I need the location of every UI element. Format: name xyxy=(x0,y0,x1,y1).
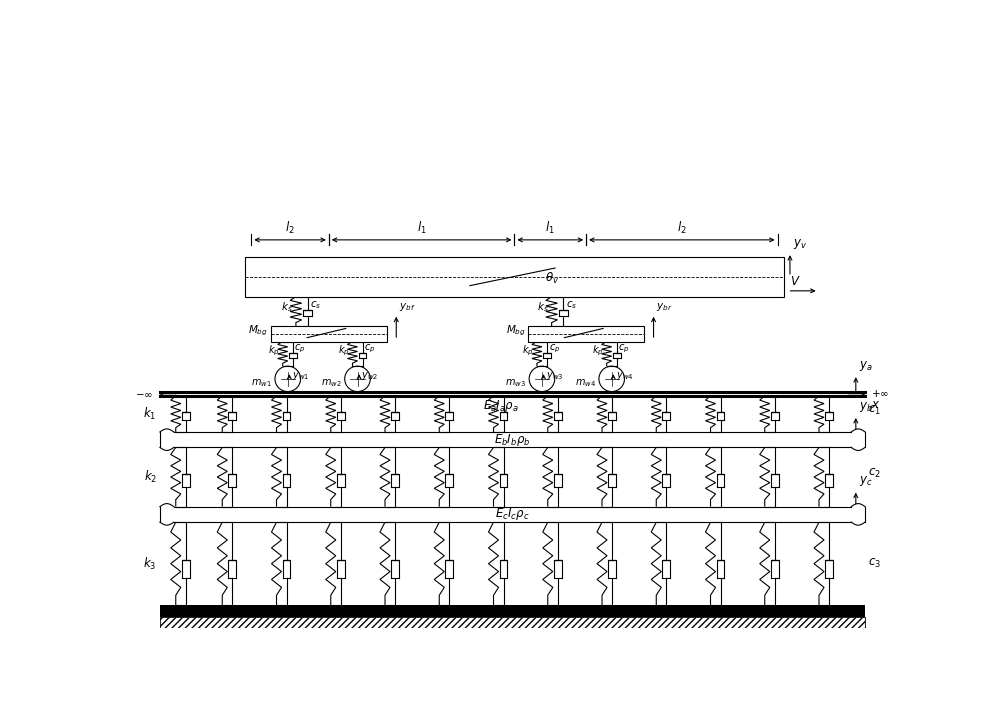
Text: $y_{w2}$: $y_{w2}$ xyxy=(361,370,379,382)
Text: $M_{bg}$: $M_{bg}$ xyxy=(248,323,268,337)
Text: $+\infty$: $+\infty$ xyxy=(871,388,890,399)
Text: $c_1$: $c_1$ xyxy=(868,404,881,417)
Text: $k_p$: $k_p$ xyxy=(338,344,349,358)
Text: $y_a$: $y_a$ xyxy=(859,359,873,373)
Text: $c_3$: $c_3$ xyxy=(868,557,881,570)
Text: $y_{w1}$: $y_{w1}$ xyxy=(292,370,309,382)
Text: $c_p$: $c_p$ xyxy=(549,343,560,355)
Text: $c_s$: $c_s$ xyxy=(310,299,321,311)
Text: $c_2$: $c_2$ xyxy=(868,467,881,480)
Text: $l_1$: $l_1$ xyxy=(545,220,555,236)
Text: $m_{w3}$: $m_{w3}$ xyxy=(505,377,526,388)
Text: $l_2$: $l_2$ xyxy=(677,220,687,236)
Text: $E_c I_c \rho_c$: $E_c I_c \rho_c$ xyxy=(495,506,530,522)
Text: $k_s$: $k_s$ xyxy=(281,300,293,313)
Text: $y_v$: $y_v$ xyxy=(793,237,807,251)
Text: $y_b$: $y_b$ xyxy=(859,400,873,414)
Text: $y_c$: $y_c$ xyxy=(859,474,873,489)
Text: $k_s$: $k_s$ xyxy=(537,300,549,313)
Text: $k_2$: $k_2$ xyxy=(144,469,157,485)
Text: $y_{bf}$: $y_{bf}$ xyxy=(399,301,415,313)
Bar xyxy=(160,605,865,617)
Text: $l_1$: $l_1$ xyxy=(417,220,427,236)
Text: $k_p$: $k_p$ xyxy=(268,344,280,358)
Text: $y_{w4}$: $y_{w4}$ xyxy=(616,370,633,382)
Text: $-\infty$: $-\infty$ xyxy=(135,389,154,399)
Text: $k_p$: $k_p$ xyxy=(522,344,534,358)
Text: $m_{w1}$: $m_{w1}$ xyxy=(251,377,272,388)
Text: $y_{w3}$: $y_{w3}$ xyxy=(546,370,563,382)
Bar xyxy=(160,617,865,632)
Text: $m_{w2}$: $m_{w2}$ xyxy=(321,377,342,388)
Text: $x$: $x$ xyxy=(871,398,881,411)
Text: $k_p$: $k_p$ xyxy=(592,344,604,358)
Bar xyxy=(528,326,644,342)
Text: $m_{w4}$: $m_{w4}$ xyxy=(575,377,596,388)
Text: $M_{bg}$: $M_{bg}$ xyxy=(506,323,526,337)
Text: $\theta_{br}$: $\theta_{br}$ xyxy=(598,327,614,341)
Bar xyxy=(245,257,784,297)
Text: $\theta_{bf}$: $\theta_{bf}$ xyxy=(340,327,357,341)
Text: $V$: $V$ xyxy=(790,275,801,288)
Text: $k_3$: $k_3$ xyxy=(143,556,157,572)
Text: $k_1$: $k_1$ xyxy=(143,406,157,422)
Text: $c_p$: $c_p$ xyxy=(364,343,375,355)
Text: $E_b I_b \rho_b$: $E_b I_b \rho_b$ xyxy=(494,431,531,448)
Text: $c_s$: $c_s$ xyxy=(566,299,577,311)
Bar xyxy=(271,326,387,342)
Text: $c_p$: $c_p$ xyxy=(294,343,306,355)
Text: $y_{br}$: $y_{br}$ xyxy=(656,301,672,313)
Text: $E_a I_a \rho_a$: $E_a I_a \rho_a$ xyxy=(483,398,519,414)
Text: $c_p$: $c_p$ xyxy=(618,343,630,355)
Text: $\theta_v$: $\theta_v$ xyxy=(545,271,559,286)
Text: $l_2$: $l_2$ xyxy=(285,220,295,236)
